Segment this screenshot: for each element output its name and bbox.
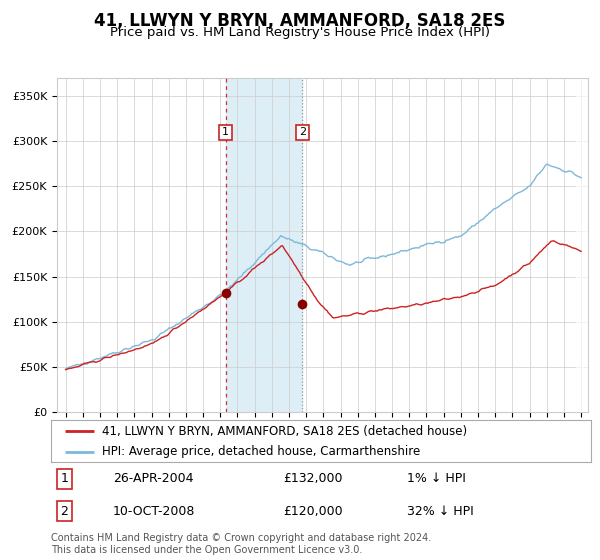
Text: £132,000: £132,000 <box>283 473 343 486</box>
Text: 1: 1 <box>222 128 229 137</box>
Text: Contains HM Land Registry data © Crown copyright and database right 2024.
This d: Contains HM Land Registry data © Crown c… <box>51 533 431 555</box>
Text: 10-OCT-2008: 10-OCT-2008 <box>113 505 196 517</box>
Bar <box>576 78 588 412</box>
Text: 41, LLWYN Y BRYN, AMMANFORD, SA18 2ES: 41, LLWYN Y BRYN, AMMANFORD, SA18 2ES <box>94 12 506 30</box>
Text: 32% ↓ HPI: 32% ↓ HPI <box>407 505 474 517</box>
Text: 1% ↓ HPI: 1% ↓ HPI <box>407 473 466 486</box>
Text: 41, LLWYN Y BRYN, AMMANFORD, SA18 2ES (detached house): 41, LLWYN Y BRYN, AMMANFORD, SA18 2ES (d… <box>103 425 467 438</box>
Text: HPI: Average price, detached house, Carmarthenshire: HPI: Average price, detached house, Carm… <box>103 445 421 458</box>
Text: 2: 2 <box>61 505 68 517</box>
Text: 1: 1 <box>61 473 68 486</box>
Text: Price paid vs. HM Land Registry's House Price Index (HPI): Price paid vs. HM Land Registry's House … <box>110 26 490 39</box>
Text: 26-APR-2004: 26-APR-2004 <box>113 473 194 486</box>
Text: 2: 2 <box>299 128 306 137</box>
Text: £120,000: £120,000 <box>283 505 343 517</box>
Bar <box>226 78 302 412</box>
